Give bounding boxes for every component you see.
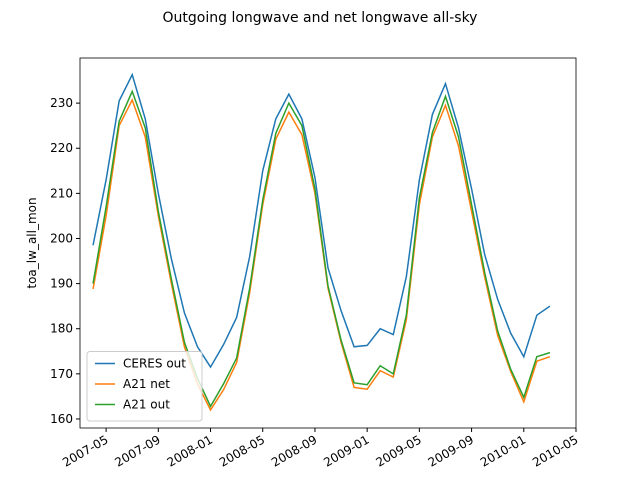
y-axis-label: toa_lw_all_mon xyxy=(25,197,39,288)
y-tick-label: 190 xyxy=(50,277,73,291)
line xyxy=(92,72,551,369)
y-tick-label: 210 xyxy=(50,186,73,200)
legend-box xyxy=(86,351,203,422)
y-tick-label: 230 xyxy=(50,96,73,110)
y-tick-label: 200 xyxy=(50,231,73,245)
y-tick-label: 170 xyxy=(50,367,73,381)
y-tick-label: 160 xyxy=(50,412,73,426)
legend-label: CERES out xyxy=(123,357,186,371)
y-tick-label: 180 xyxy=(50,322,73,336)
plot-frame xyxy=(79,57,577,429)
line xyxy=(92,89,551,408)
y-tick-label: 220 xyxy=(50,141,73,155)
legend-label: A21 out xyxy=(123,398,170,412)
legend-label: A21 net xyxy=(123,377,170,391)
chart-title: Outgoing longwave and net longwave all-s… xyxy=(163,10,478,26)
